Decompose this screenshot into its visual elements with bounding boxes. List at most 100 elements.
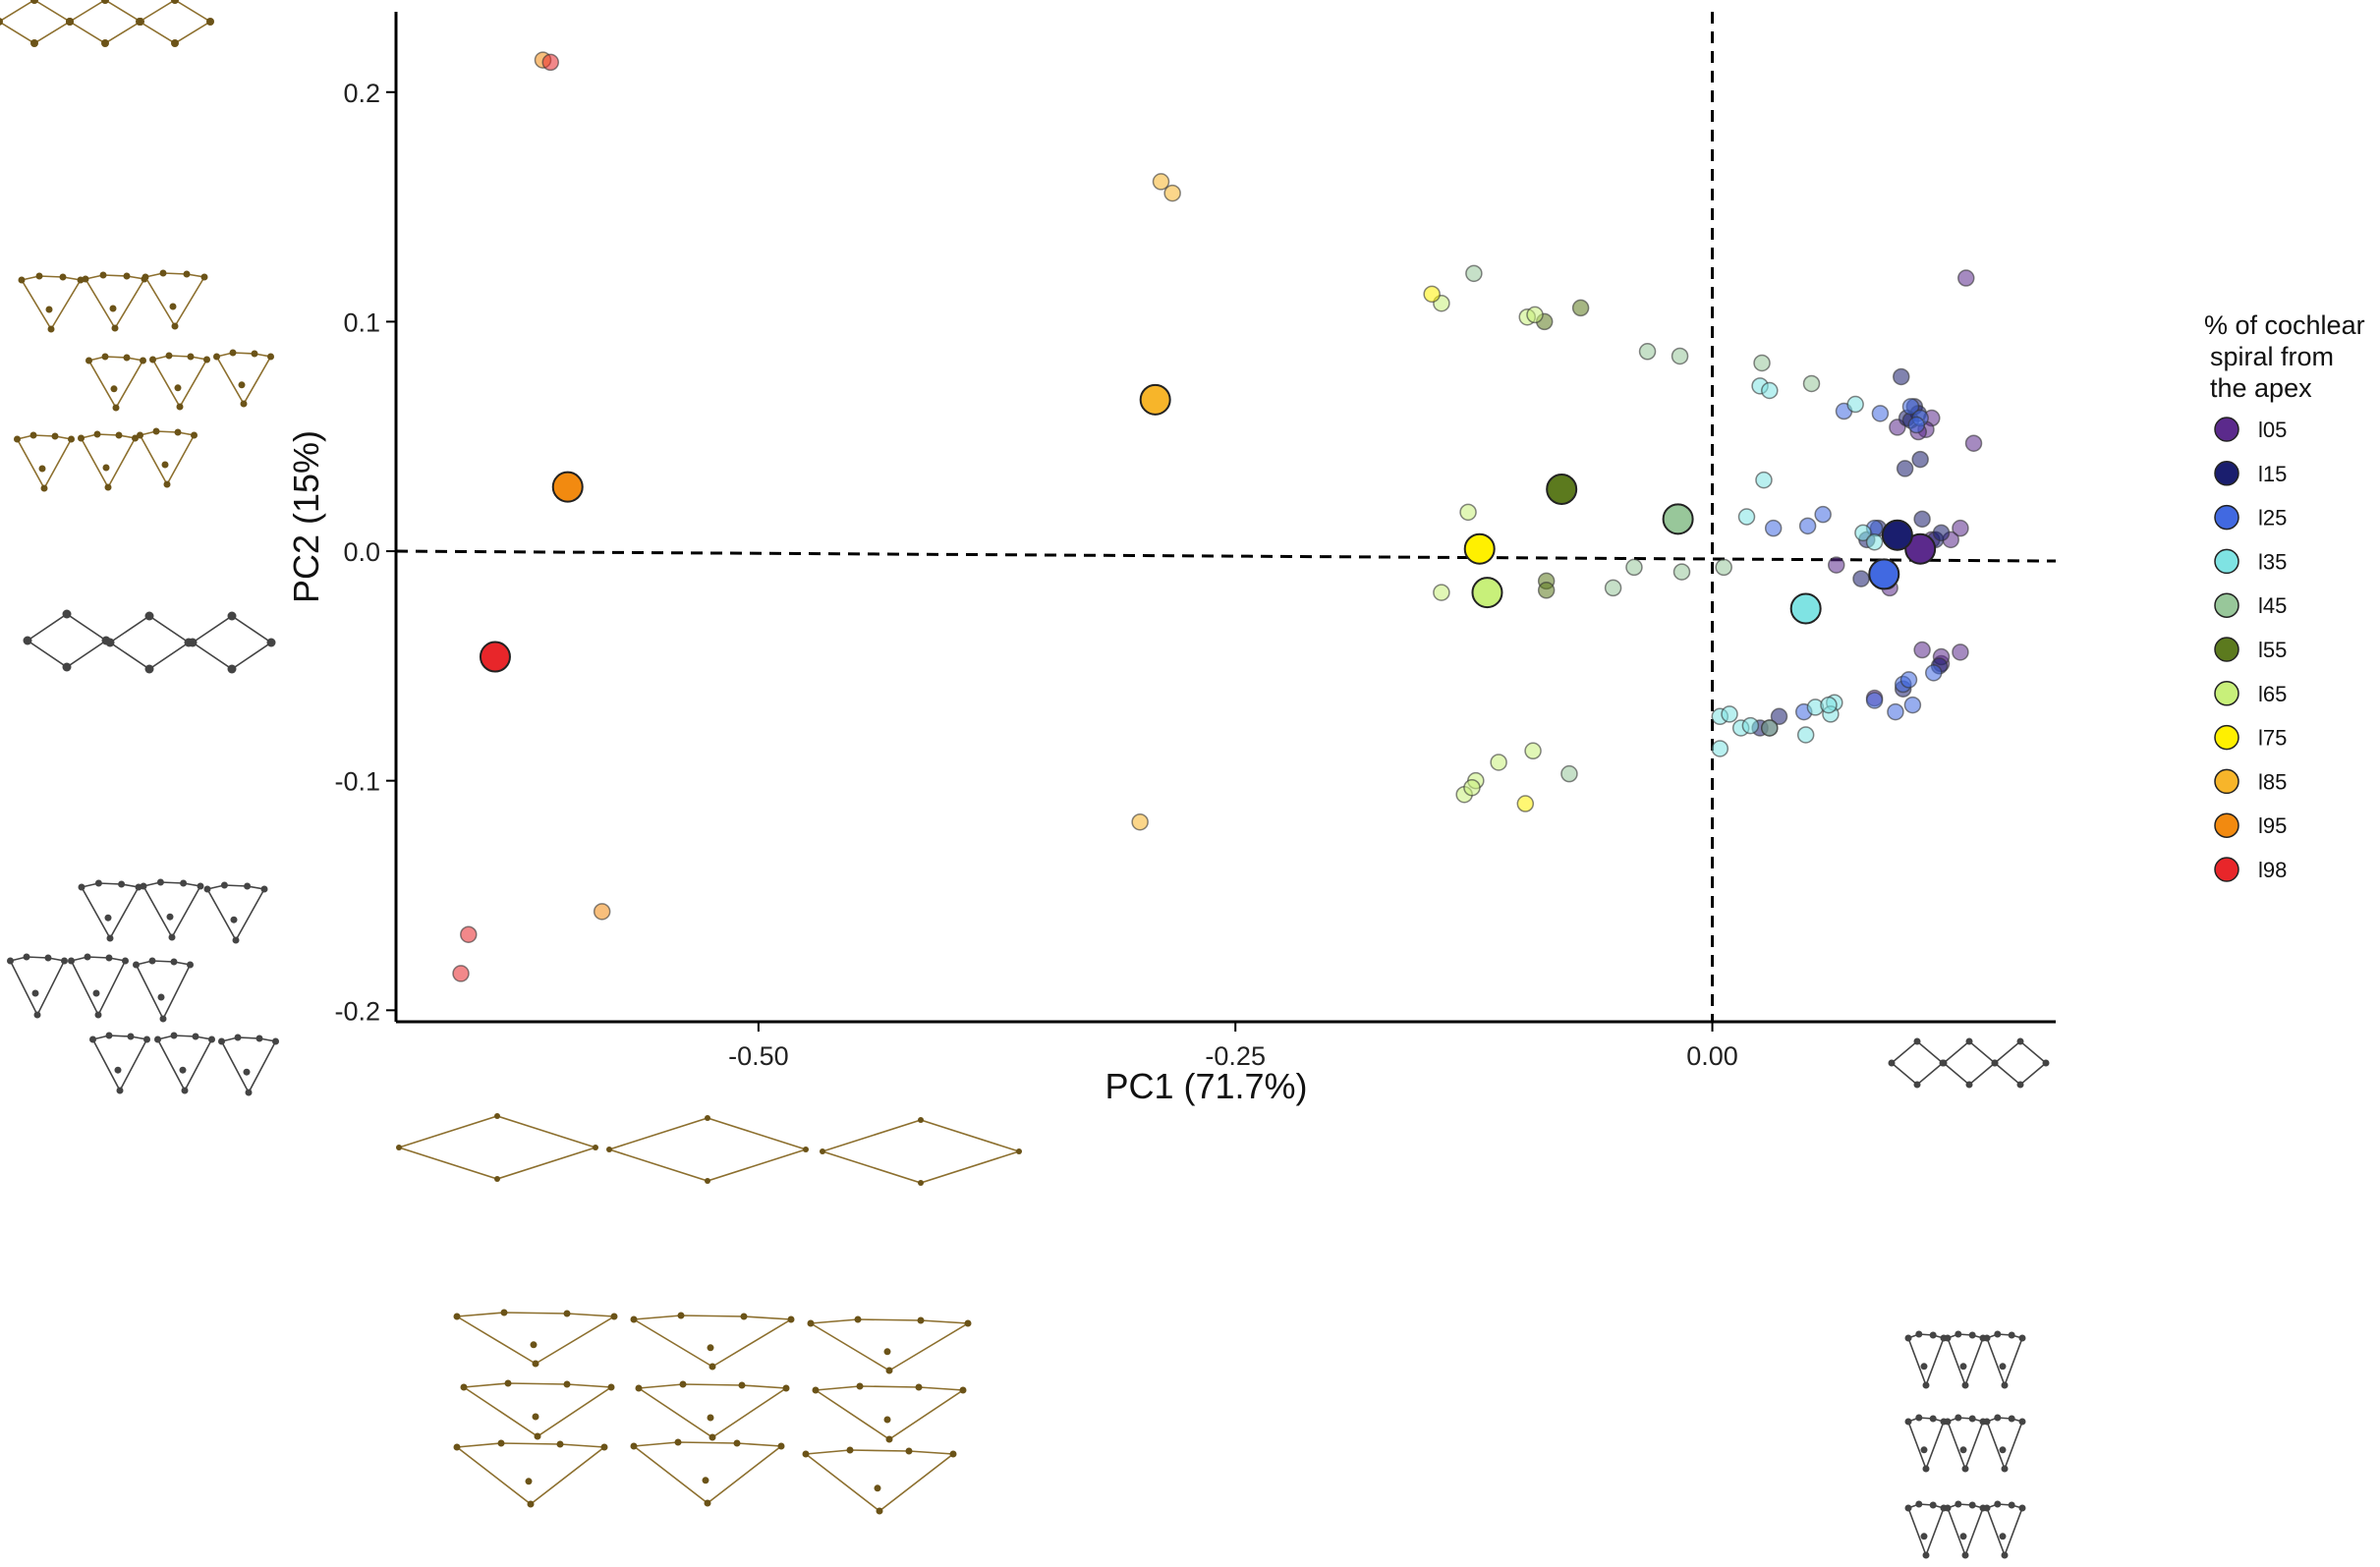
data-points xyxy=(452,51,1983,982)
legend-swatch-l75 xyxy=(2214,724,2239,751)
point-l15 xyxy=(1913,510,1931,529)
shape-triangle-gold xyxy=(142,269,208,330)
legend-label-l15: l15 xyxy=(2258,462,2287,486)
point-l35 xyxy=(1741,716,1760,735)
point-l15 xyxy=(1770,707,1788,726)
shape-diamond-gold xyxy=(66,0,144,47)
shape-triangle-grey-small xyxy=(1983,1500,2026,1559)
legend-label-l85: l85 xyxy=(2258,769,2287,794)
point-l45 xyxy=(1761,719,1779,737)
point-l25 xyxy=(1925,664,1943,682)
point-l25 xyxy=(1903,696,1922,714)
point-l05 xyxy=(1952,519,1969,537)
point-l98 xyxy=(452,965,470,982)
shape-diamond-gold-wide xyxy=(820,1117,1022,1186)
point-l45 xyxy=(1715,558,1732,577)
legend-title-line: the apex xyxy=(2210,373,2312,403)
plot-frame xyxy=(394,12,2056,1024)
legend-swatch-l45 xyxy=(2214,592,2239,618)
shape-triangle-gold xyxy=(149,352,210,411)
group-mean-points xyxy=(479,383,1937,673)
point-l55 xyxy=(1537,582,1556,599)
shape-triangle-grey xyxy=(78,879,142,942)
shape-diamond-grey-small xyxy=(1888,1037,1947,1089)
point-l25 xyxy=(1871,405,1890,422)
shape-triangle-gold-wide xyxy=(630,1312,795,1371)
mean-l15 xyxy=(1881,519,1913,551)
point-l25 xyxy=(1798,517,1817,535)
point-l45 xyxy=(1671,347,1689,365)
y-tick-label: 0.1 xyxy=(343,308,380,337)
point-l98 xyxy=(460,925,478,943)
point-l35 xyxy=(1737,508,1756,526)
legend-swatch-l98 xyxy=(2214,857,2239,882)
mean-l45 xyxy=(1662,503,1694,535)
shape-triangle-grey xyxy=(218,1034,279,1096)
point-l98 xyxy=(541,53,560,72)
point-l55 xyxy=(1571,299,1590,317)
legend-swatch-l15 xyxy=(2214,461,2239,486)
legend-swatch-l85 xyxy=(2214,768,2239,795)
y-axis-title: PC2 (15%) xyxy=(286,430,326,603)
point-l35 xyxy=(1846,395,1864,414)
x-tick-label: 0.00 xyxy=(1686,1041,1738,1071)
legend-swatch-l65 xyxy=(2214,681,2239,706)
shape-triangle-grey-small xyxy=(1944,1330,1987,1389)
point-l35 xyxy=(1755,471,1773,489)
legend-label-l75: l75 xyxy=(2258,726,2287,751)
shape-triangle-gold xyxy=(137,427,198,488)
shape-triangle-gold-wide xyxy=(453,1309,618,1368)
point-l15 xyxy=(1896,460,1914,477)
point-l65 xyxy=(1433,584,1450,601)
legend-label-l35: l35 xyxy=(2258,549,2287,574)
point-l05 xyxy=(1827,556,1845,574)
legend-label-l25: l25 xyxy=(2258,506,2287,531)
mean-l35 xyxy=(1789,592,1822,625)
legend-label-l95: l95 xyxy=(2258,813,2287,838)
shape-triangle-grey xyxy=(140,878,204,941)
point-l25 xyxy=(1901,398,1920,416)
point-l65 xyxy=(1524,742,1542,760)
point-l35 xyxy=(1854,524,1872,542)
zero-line-horizontal xyxy=(395,549,2057,563)
y-tick-label: 0.0 xyxy=(343,537,380,567)
shape-diamond-grey-small xyxy=(1991,1037,2050,1089)
point-l85 xyxy=(1163,184,1181,202)
mean-l25 xyxy=(1868,558,1900,590)
point-l15 xyxy=(1892,367,1910,386)
y-tick-label: -0.1 xyxy=(334,767,380,797)
point-l35 xyxy=(1865,532,1884,551)
legend-swatch-l25 xyxy=(2214,504,2239,531)
shape-triangle-gold-wide xyxy=(630,1438,785,1507)
mean-l65 xyxy=(1471,577,1503,609)
point-l75 xyxy=(1516,795,1535,812)
reference-lines xyxy=(395,12,2057,1022)
shape-triangle-gold-wide xyxy=(807,1315,972,1374)
legend-swatch-l05 xyxy=(2214,417,2239,442)
shape-diamond-grey xyxy=(23,609,111,672)
point-l25 xyxy=(1865,692,1884,709)
point-l45 xyxy=(1560,764,1578,783)
shape-diamond-grey xyxy=(105,611,194,674)
legend-title-line: spiral from xyxy=(2210,342,2334,371)
shape-triangle-grey xyxy=(154,1032,215,1094)
shape-diamond-gold xyxy=(0,0,74,47)
shape-triangle-grey-small xyxy=(1944,1414,1987,1473)
legend-label-l55: l55 xyxy=(2258,638,2287,662)
point-l15 xyxy=(1911,450,1929,469)
shape-triangle-grey-small xyxy=(1904,1500,1948,1559)
point-l45 xyxy=(1753,354,1771,372)
point-l45 xyxy=(1802,374,1821,393)
legend-swatch-l55 xyxy=(2214,637,2239,662)
shape-triangle-gold xyxy=(14,431,75,492)
mean-l55 xyxy=(1546,473,1578,505)
point-l05 xyxy=(1952,644,1969,661)
point-l65 xyxy=(1490,754,1507,771)
point-l45 xyxy=(1638,343,1657,361)
point-l85 xyxy=(1152,173,1170,191)
mean-l95 xyxy=(551,471,584,503)
point-l25 xyxy=(1907,416,1926,434)
shape-triangle-grey xyxy=(7,953,68,1019)
